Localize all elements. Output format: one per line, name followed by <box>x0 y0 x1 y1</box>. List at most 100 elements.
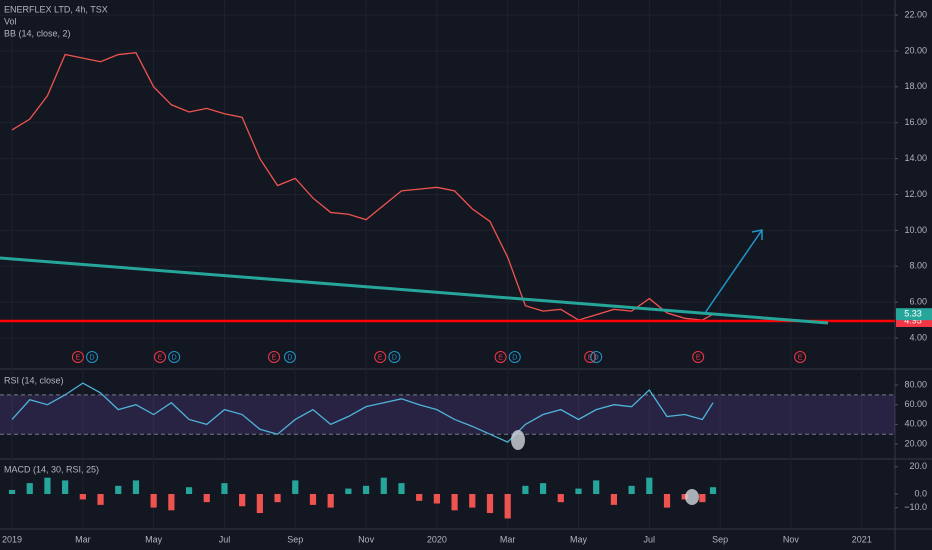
histogram-bar <box>274 494 281 503</box>
histogram-bar <box>221 483 228 494</box>
highlight <box>511 430 525 450</box>
event-label: E <box>498 354 503 361</box>
event-label: E <box>272 354 277 361</box>
histogram-bar <box>557 494 564 503</box>
x-tick-label: Jul <box>644 534 656 544</box>
event-marker <box>692 351 705 363</box>
histogram-bar <box>132 480 140 494</box>
histogram-bar <box>486 494 494 514</box>
y-tick-label: 0.0 <box>914 488 927 498</box>
histogram-bar <box>115 485 122 494</box>
histogram-bar <box>327 494 334 508</box>
event-marker <box>584 351 597 363</box>
pane-title: RSI (14, close) <box>4 375 64 385</box>
y-tick-label: 16.00 <box>904 117 927 127</box>
x-tick-label: 2021 <box>852 534 872 544</box>
y-tick-label: 20.0 <box>909 461 927 471</box>
y-tick-label: 20.00 <box>904 438 927 448</box>
arrow <box>704 229 763 314</box>
histogram-bar <box>593 480 600 494</box>
histogram-bar <box>168 494 175 511</box>
event-label: E <box>76 354 81 361</box>
x-tick-label: 2019 <box>2 534 22 544</box>
event-marker <box>590 351 603 363</box>
histogram-bar <box>504 494 511 519</box>
event-label: E <box>378 354 383 361</box>
x-tick-label: May <box>145 534 163 544</box>
event-label: E <box>696 354 701 361</box>
histogram-bar <box>610 494 617 505</box>
y-tick-label: 6.00 <box>909 297 927 307</box>
event-marker <box>388 351 401 363</box>
x-tick-label: Jul <box>219 534 231 544</box>
y-tick-label: 10.00 <box>904 225 927 235</box>
event-marker <box>494 351 507 363</box>
event-marker <box>374 351 387 363</box>
last-price-label: 5.33 <box>904 309 922 319</box>
event-marker <box>168 351 181 363</box>
y-tick-label: 18.00 <box>904 81 927 91</box>
y-tick-label: 8.00 <box>909 261 927 271</box>
histogram-bar <box>44 477 51 494</box>
histogram-bar <box>398 483 405 494</box>
y-tick-label: 80.00 <box>904 379 927 389</box>
event-marker <box>154 351 167 363</box>
histogram-bar <box>575 488 582 494</box>
x-tick-label: Sep <box>712 534 728 544</box>
y-tick-label: 40.00 <box>904 419 927 429</box>
event-label: D <box>392 354 397 361</box>
histogram-bar <box>309 494 317 505</box>
highlight <box>685 489 699 505</box>
event-label: D <box>512 354 517 361</box>
histogram-bar <box>8 489 16 494</box>
histogram-bar <box>62 480 69 494</box>
rsi-band <box>0 394 895 435</box>
volume-label: Vol <box>4 16 17 26</box>
x-tick-label: Nov <box>358 534 375 544</box>
x-tick-label: May <box>570 534 588 544</box>
arrow-head <box>751 229 763 240</box>
x-tick-label: Mar <box>500 534 516 544</box>
pane-title: MACD (14, 30, RSI, 25) <box>4 464 99 474</box>
histogram-bar <box>185 487 193 494</box>
histogram-bar <box>539 483 547 494</box>
line <box>11 52 714 321</box>
histogram-bar <box>345 488 352 494</box>
histogram-bar <box>292 480 299 494</box>
event-label: E <box>158 354 163 361</box>
event-marker <box>794 351 807 363</box>
y-tick-label: −10.0 <box>904 502 927 512</box>
event-label: D <box>90 354 95 361</box>
histogram-bar <box>239 494 246 507</box>
y-tick-label: 20.00 <box>904 45 927 55</box>
histogram-bar <box>256 494 263 514</box>
event-label: D <box>594 354 599 361</box>
event-label: D <box>287 354 292 361</box>
event-marker <box>71 351 84 363</box>
last-price-tag <box>896 308 932 321</box>
histogram-bar <box>416 494 423 501</box>
histogram-bar <box>150 494 157 508</box>
histogram-bar <box>663 494 671 508</box>
event-marker <box>283 351 296 363</box>
histogram-bar <box>26 483 33 494</box>
x-tick-label: Sep <box>287 534 303 544</box>
event-marker <box>268 351 281 363</box>
histogram-bar <box>79 494 86 500</box>
event-marker <box>86 351 99 363</box>
histogram-bar <box>203 494 210 503</box>
y-tick-label: 12.00 <box>904 189 927 199</box>
histogram-bar <box>628 485 635 494</box>
event-label: E <box>798 354 803 361</box>
histogram-bar <box>709 487 717 494</box>
histogram-bar <box>362 485 370 494</box>
x-tick-label: Mar <box>75 534 91 544</box>
event-marker <box>508 351 521 363</box>
histogram-bar <box>699 494 706 503</box>
event-label: D <box>172 354 177 361</box>
chart-title: ENERFLEX LTD, 4h, TSX <box>4 4 108 14</box>
y-tick-label: 14.00 <box>904 153 927 163</box>
